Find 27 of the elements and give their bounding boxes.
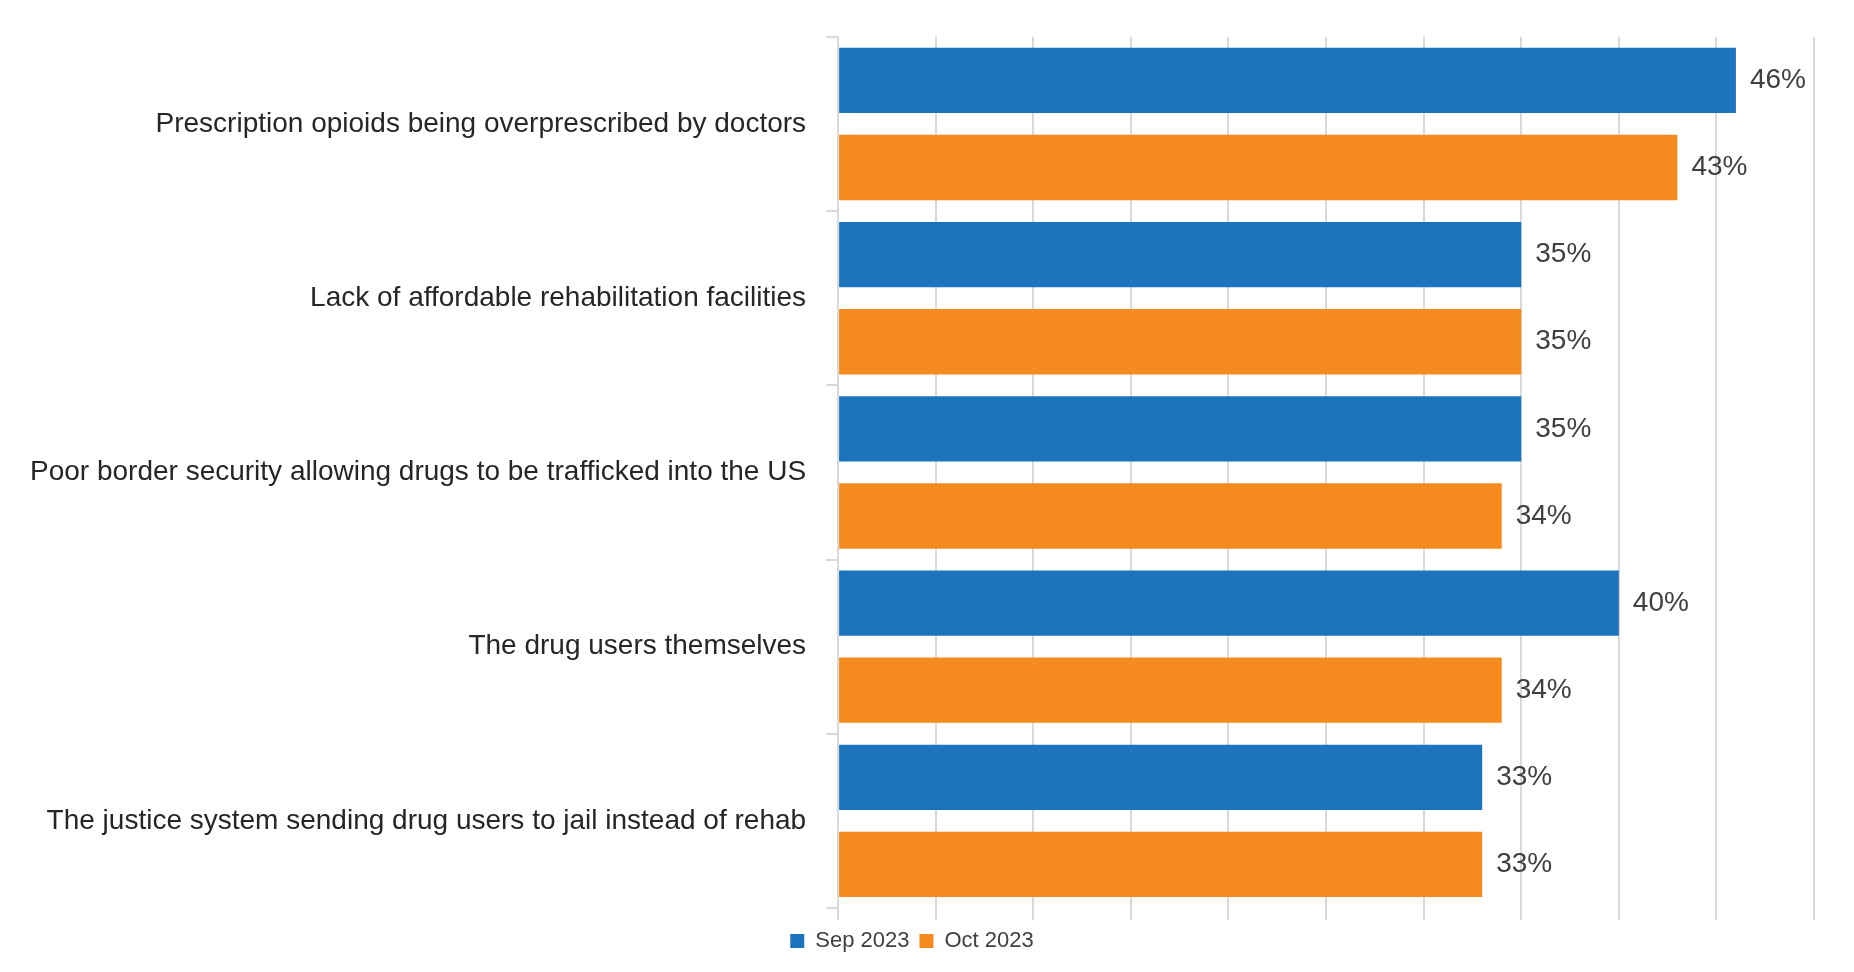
- bar: [839, 309, 1522, 375]
- bar: [839, 134, 1678, 201]
- data-label: 35%: [1535, 324, 1592, 356]
- legend-label: Sep 2023: [815, 927, 910, 953]
- bar: [839, 396, 1522, 462]
- data-label: 33%: [1496, 847, 1553, 879]
- data-label: 40%: [1632, 585, 1689, 617]
- data-label: 33%: [1496, 760, 1553, 792]
- bar: [839, 831, 1483, 898]
- y-tick-label: Poor border security allowing drugs to be trafficked into the US: [29, 455, 807, 487]
- y-tick-label: Prescription opioids being overprescribed by doctors: [155, 106, 807, 138]
- bar: [839, 483, 1502, 549]
- data-label: 46%: [1749, 63, 1806, 95]
- bar: [839, 570, 1619, 636]
- y-tick-label: The justice system sending drug users to jail instead of rehab: [46, 803, 807, 835]
- data-label: 34%: [1515, 672, 1572, 704]
- data-label: 35%: [1535, 411, 1592, 443]
- data-label: 35%: [1535, 237, 1592, 269]
- data-label: 34%: [1515, 498, 1572, 530]
- bar: [839, 657, 1502, 723]
- bar: [839, 744, 1483, 810]
- y-tick-label: The drug users themselves: [468, 629, 807, 661]
- bar: [839, 221, 1522, 288]
- data-label: 43%: [1691, 150, 1748, 182]
- legend-label: Oct 2023: [944, 927, 1034, 953]
- y-tick-label: Lack of affordable rehabilitation facilities: [310, 280, 807, 312]
- bar: [839, 47, 1736, 114]
